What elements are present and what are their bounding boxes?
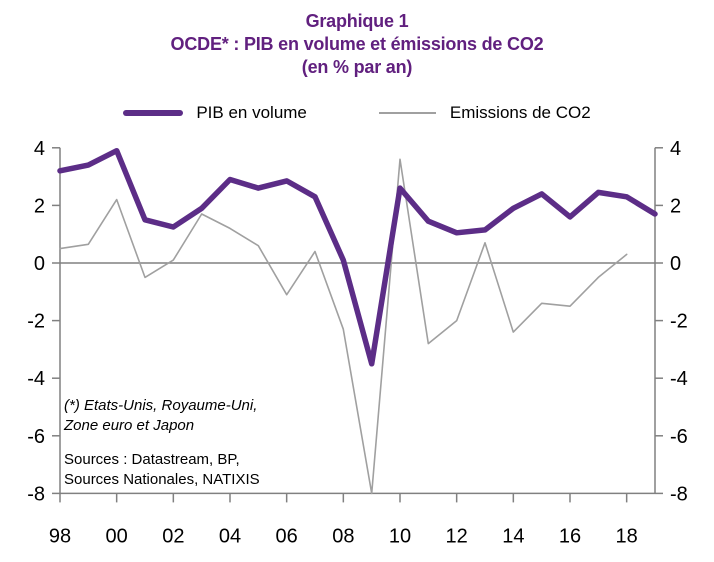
y-axis-label-right: -4	[670, 368, 688, 390]
y-axis-label-right: -2	[670, 311, 688, 333]
co2-legend-line	[378, 112, 436, 114]
y-axis-label-right: 0	[670, 253, 681, 275]
y-axis-label-right: 2	[670, 195, 681, 217]
x-axis-label: 04	[219, 525, 241, 547]
y-axis-label-right: -8	[670, 483, 688, 505]
pib-legend-line	[123, 110, 184, 116]
y-axis-label-left: -6	[27, 426, 45, 448]
sources-line1: Sources : Datastream, BP,	[64, 451, 240, 468]
x-axis-label: 18	[616, 525, 638, 547]
y-axis-label-left: -8	[27, 483, 45, 505]
chart-annotation: (*) Etats-Unis, Royaume-Uni, Zone euro e…	[64, 396, 260, 490]
chart-title: Graphique 1 OCDE* : PIB en volume et émi…	[0, 10, 714, 79]
y-axis-label-left: 2	[34, 195, 45, 217]
y-axis-label-left: 0	[34, 253, 45, 275]
y-axis-label-right: 4	[670, 138, 681, 160]
legend: PIB en volume Emissions de CO2	[0, 103, 714, 123]
pib-legend-label: PIB en volume	[196, 103, 307, 122]
y-axis-label-left: -2	[27, 311, 45, 333]
footnote-text: (*) Etats-Unis, Royaume-Uni, Zone euro e…	[64, 396, 260, 436]
sources-line2: Sources Nationales, NATIXIS	[64, 471, 260, 488]
series-line-pib	[57, 147, 658, 367]
sources-text: Sources : Datastream, BP, Sources Nation…	[64, 450, 260, 490]
co2-legend-label: Emissions de CO2	[449, 103, 591, 122]
y-axis-label-left: 4	[34, 138, 45, 160]
x-axis-label: 12	[446, 525, 468, 547]
series-line-co2	[59, 158, 628, 495]
y-axis-label-right: -6	[670, 426, 688, 448]
chart-title-line3: (en % par an)	[301, 57, 413, 77]
x-axis-label: 10	[389, 525, 411, 547]
footnote-line2: Zone euro et Japon	[64, 417, 195, 434]
x-axis-label: 08	[332, 525, 354, 547]
x-axis-label: 06	[276, 525, 298, 547]
x-axis-label: 16	[559, 525, 581, 547]
x-axis-label: 02	[162, 525, 184, 547]
legend-item-co2: Emissions de CO2	[378, 103, 591, 123]
chart-title-line1: Graphique 1	[305, 11, 409, 31]
x-axis-label: 14	[502, 525, 524, 547]
x-axis-label: 98	[49, 525, 71, 547]
footnote-line1: (*) Etats-Unis, Royaume-Uni,	[64, 397, 258, 414]
chart-title-line2: OCDE* : PIB en volume et émissions de CO…	[170, 34, 544, 54]
legend-item-pib: PIB en volume	[123, 103, 307, 123]
x-axis-label: 00	[106, 525, 128, 547]
y-axis-label-left: -4	[27, 368, 45, 390]
